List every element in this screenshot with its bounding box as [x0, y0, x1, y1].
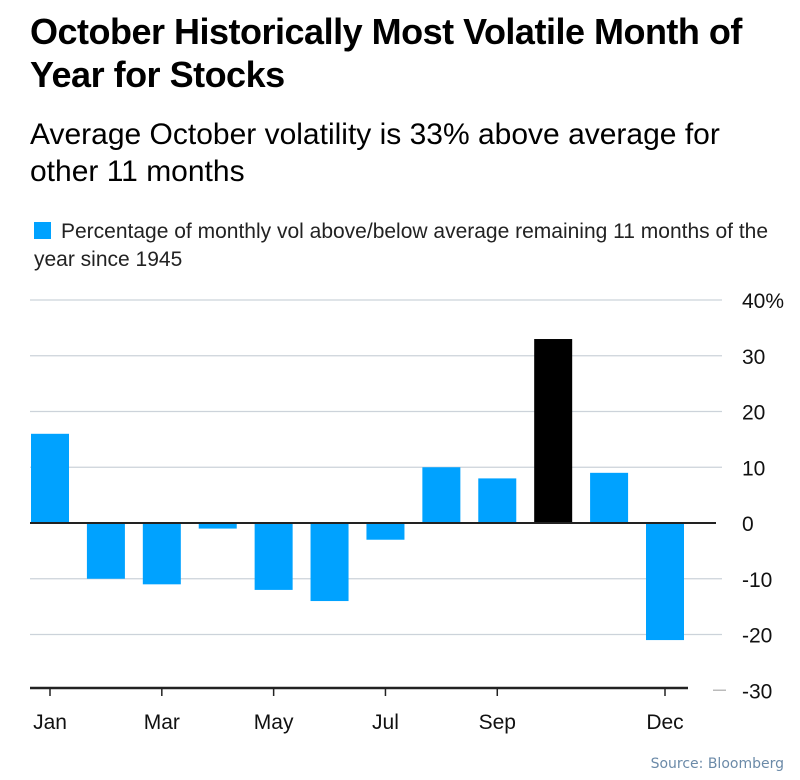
x-tick-label: Dec [646, 711, 683, 734]
bar-feb [86, 523, 125, 579]
y-tick-label: 20 [742, 402, 765, 425]
bar-sep [478, 478, 517, 523]
chart-subtitle: Average October volatility is 33% above … [30, 118, 720, 188]
y-tick-label: -30 [742, 680, 772, 703]
y-tick-label: 30 [742, 346, 765, 369]
y-tick-label: 0 [742, 513, 754, 536]
legend: Percentage of monthly vol above/below av… [34, 218, 794, 274]
x-tick-label: Jul [372, 711, 399, 734]
bar-mar [142, 523, 181, 585]
x-tick-label: May [254, 711, 294, 734]
x-tick-label: Jan [33, 711, 67, 734]
x-tick-label: Sep [479, 711, 516, 734]
x-tick-label: Mar [144, 711, 180, 734]
y-tick-label: -10 [742, 569, 772, 592]
bar-jan [31, 433, 69, 523]
source-note: Source: Bloomberg [650, 756, 784, 772]
bar-dec [646, 523, 684, 641]
chart-title: October Historically Most Volatile Month… [30, 11, 742, 95]
bar-oct [534, 339, 573, 523]
legend-swatch [34, 222, 51, 239]
bar-jul [366, 523, 405, 540]
y-tick-label: 40% [742, 290, 784, 313]
y-tick-label: -20 [742, 625, 772, 648]
bar-may [254, 523, 293, 590]
y-tick-label: 10 [742, 457, 765, 480]
bar-apr [198, 523, 237, 529]
legend-label: Percentage of monthly vol above/below av… [34, 220, 769, 271]
bar-jun [310, 523, 349, 602]
bar-nov [590, 472, 629, 523]
bar-aug [422, 467, 461, 523]
